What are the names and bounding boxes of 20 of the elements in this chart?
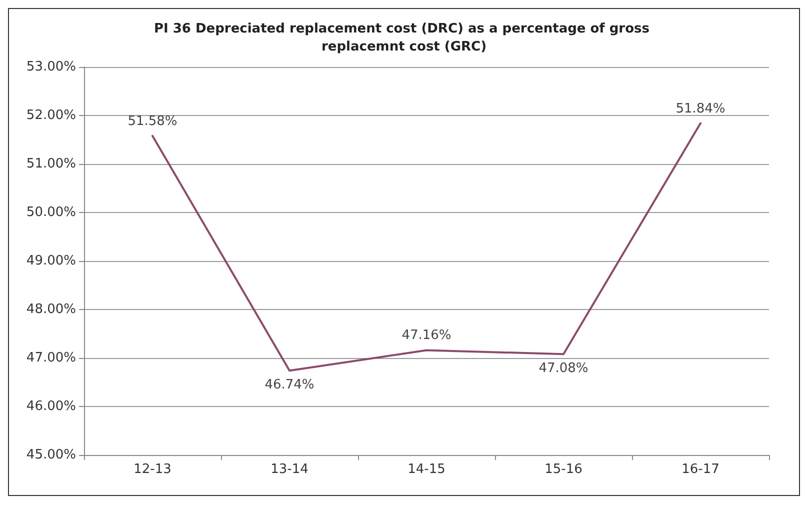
data-label: 47.08% <box>538 361 588 376</box>
y-tick-label: 51.00% <box>26 156 76 172</box>
data-label: 46.74% <box>264 378 314 393</box>
y-tick-label: 46.00% <box>26 399 76 414</box>
y-tick-label: 50.00% <box>26 205 76 220</box>
y-tick-label: 45.00% <box>26 448 76 462</box>
data-label: 51.84% <box>676 101 726 116</box>
y-tick-label: 52.00% <box>26 108 76 123</box>
x-tick-label: 14-15 <box>408 462 446 477</box>
data-label: 47.16% <box>402 328 452 344</box>
x-tick-label: 13-14 <box>270 462 308 477</box>
chart-title: PI 36 Depreciated replacement cost (DRC) as a percentage of gross replacemnt cost (GRC) <box>154 22 654 54</box>
y-tick-label: 49.00% <box>26 254 76 268</box>
x-tick-label: 15-16 <box>544 462 582 477</box>
y-tick-label: 47.00% <box>26 350 76 366</box>
y-tick-label: 48.00% <box>26 302 76 317</box>
x-tick-label: 12-13 <box>134 462 172 477</box>
y-tick-label: 53.00% <box>26 60 76 74</box>
x-tick-label: 16-17 <box>682 462 720 477</box>
data-label: 51.58% <box>128 114 178 129</box>
